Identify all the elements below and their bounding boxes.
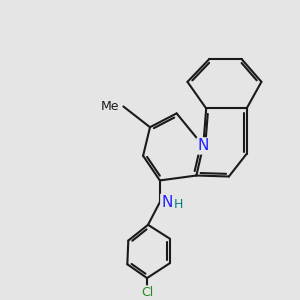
Text: N: N <box>198 138 209 153</box>
Text: Cl: Cl <box>141 286 153 299</box>
Text: N: N <box>161 195 173 210</box>
Text: Me: Me <box>100 100 119 113</box>
Text: H: H <box>174 198 183 211</box>
